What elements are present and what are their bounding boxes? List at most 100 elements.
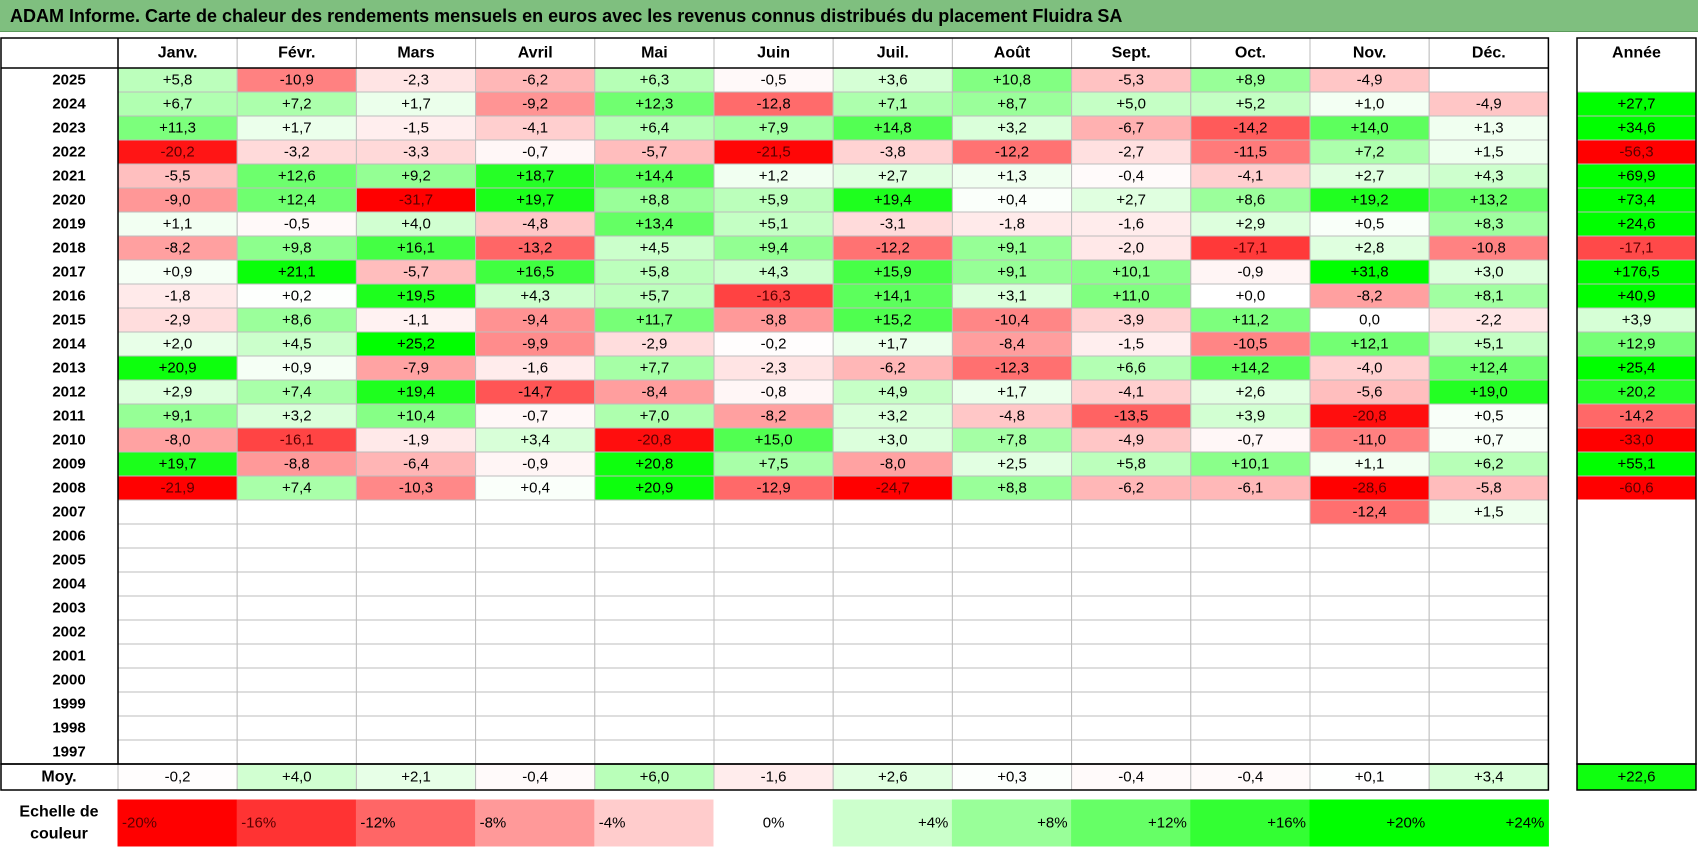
heatmap-cell bbox=[355, 355, 477, 381]
month-header: Oct. bbox=[1235, 45, 1266, 62]
heatmap-cell bbox=[236, 715, 357, 741]
heatmap-cell bbox=[475, 139, 596, 165]
heatmap-cell bbox=[355, 259, 477, 285]
heatmap-cell bbox=[117, 427, 238, 453]
annual-cell bbox=[1576, 211, 1697, 237]
heatmap-cell bbox=[355, 739, 477, 765]
cell-value: -6,4 bbox=[403, 456, 429, 473]
cell-value: -10,9 bbox=[280, 72, 314, 89]
cell-value: -5,5 bbox=[165, 168, 191, 185]
annual-value: +69,9 bbox=[1618, 168, 1656, 185]
cell-value: -11,0 bbox=[1353, 432, 1386, 449]
year-label: 2021 bbox=[52, 168, 85, 185]
heatmap-cell bbox=[117, 547, 238, 573]
cell-value: +1,5 bbox=[1474, 504, 1504, 521]
heatmap-cell bbox=[594, 523, 715, 549]
annual-cell bbox=[1576, 307, 1697, 333]
cell-value: +18,7 bbox=[516, 168, 554, 185]
cell-value: +14,8 bbox=[874, 120, 912, 137]
cell-value: -10,4 bbox=[995, 312, 1029, 329]
heatmap-cell bbox=[951, 691, 1073, 717]
heatmap-cell bbox=[713, 475, 834, 501]
heatmap-cell bbox=[1309, 355, 1430, 381]
heatmap-cell bbox=[1428, 691, 1549, 717]
heatmap-cell bbox=[713, 307, 834, 333]
annual-value: +24,6 bbox=[1618, 216, 1656, 233]
heatmap-cell bbox=[117, 739, 238, 765]
heatmap-cell bbox=[951, 451, 1073, 477]
cell-value: -8,4 bbox=[999, 336, 1025, 353]
annual-value: +176,5 bbox=[1613, 264, 1659, 281]
heatmap-cell bbox=[1071, 547, 1192, 573]
cell-value: +12,3 bbox=[635, 96, 673, 113]
cell-value: +5,1 bbox=[1474, 336, 1504, 353]
year-label: 1999 bbox=[52, 696, 85, 713]
cell-value: +19,4 bbox=[397, 384, 435, 401]
cell-value: +0,4 bbox=[997, 192, 1027, 209]
cell-value: +8,1 bbox=[1474, 288, 1504, 305]
cell-value: -0,5 bbox=[284, 216, 310, 233]
heatmap-cell bbox=[355, 283, 477, 309]
heatmap-cell bbox=[1309, 619, 1430, 645]
heatmap-cell bbox=[236, 67, 357, 93]
cell-value: -8,2 bbox=[165, 240, 191, 257]
heatmap-cell bbox=[1428, 667, 1549, 693]
annual-cell bbox=[1576, 67, 1697, 93]
heatmap-cell bbox=[1071, 283, 1192, 309]
heatmap-cell bbox=[713, 571, 834, 597]
cell-value: -8,2 bbox=[1357, 288, 1383, 305]
heatmap-cell bbox=[355, 139, 477, 165]
cell-value: -3,3 bbox=[403, 144, 429, 161]
annual-cell bbox=[1576, 715, 1697, 741]
month-header: Juil. bbox=[877, 45, 909, 62]
heatmap-cell bbox=[832, 235, 953, 261]
heatmap-cell bbox=[832, 643, 953, 669]
cell-value: +10,8 bbox=[993, 72, 1031, 89]
heatmap-cell bbox=[713, 67, 834, 93]
heatmap-cell bbox=[355, 547, 477, 573]
heatmap-cell bbox=[1309, 427, 1430, 453]
average-frame bbox=[0, 763, 1550, 791]
heatmap-cell bbox=[117, 211, 238, 237]
heatmap-cell bbox=[951, 547, 1073, 573]
cell-value: -2,9 bbox=[641, 336, 667, 353]
cell-value: +8,6 bbox=[1236, 192, 1266, 209]
heatmap-cell bbox=[475, 523, 596, 549]
cell-value: +5,8 bbox=[1116, 456, 1146, 473]
cell-value: +3,2 bbox=[282, 408, 312, 425]
month-header-cell bbox=[117, 37, 238, 69]
heatmap-cell bbox=[594, 235, 715, 261]
annual-cell bbox=[1576, 163, 1697, 189]
heatmap-cell bbox=[1190, 547, 1311, 573]
heatmap-cell bbox=[117, 379, 238, 405]
annual-cell bbox=[1576, 523, 1697, 549]
annual-value: -60,6 bbox=[1619, 480, 1653, 497]
heatmap-cell bbox=[1190, 259, 1311, 285]
heatmap-cell bbox=[1428, 187, 1549, 213]
heatmap-cell bbox=[1428, 307, 1549, 333]
cell-value: +8,8 bbox=[640, 192, 670, 209]
heatmap-cell bbox=[1309, 691, 1430, 717]
cell-value: +0,9 bbox=[163, 264, 193, 281]
heatmap-cell bbox=[832, 355, 953, 381]
heatmap-cell bbox=[1428, 523, 1549, 549]
month-header: Févr. bbox=[278, 45, 315, 62]
heatmap-cell bbox=[1309, 331, 1430, 357]
heatmap-cell bbox=[236, 427, 357, 453]
scale-value: -4% bbox=[599, 815, 626, 832]
month-header: Avril bbox=[518, 45, 553, 62]
heatmap-cell bbox=[951, 307, 1073, 333]
cell-value: +15,0 bbox=[755, 432, 793, 449]
cell-value: +9,1 bbox=[997, 264, 1027, 281]
cell-value: -6,1 bbox=[1237, 480, 1263, 497]
heatmap-cell bbox=[951, 475, 1073, 501]
average-value: -0,4 bbox=[522, 769, 548, 786]
heatmap-cell bbox=[1190, 91, 1311, 117]
cell-value: +8,7 bbox=[997, 96, 1027, 113]
scale-swatch bbox=[1428, 799, 1549, 847]
cell-value: -6,7 bbox=[1118, 120, 1144, 137]
heatmap-cell bbox=[951, 667, 1073, 693]
cell-value: +11,3 bbox=[159, 120, 196, 137]
cell-value: -3,2 bbox=[284, 144, 310, 161]
